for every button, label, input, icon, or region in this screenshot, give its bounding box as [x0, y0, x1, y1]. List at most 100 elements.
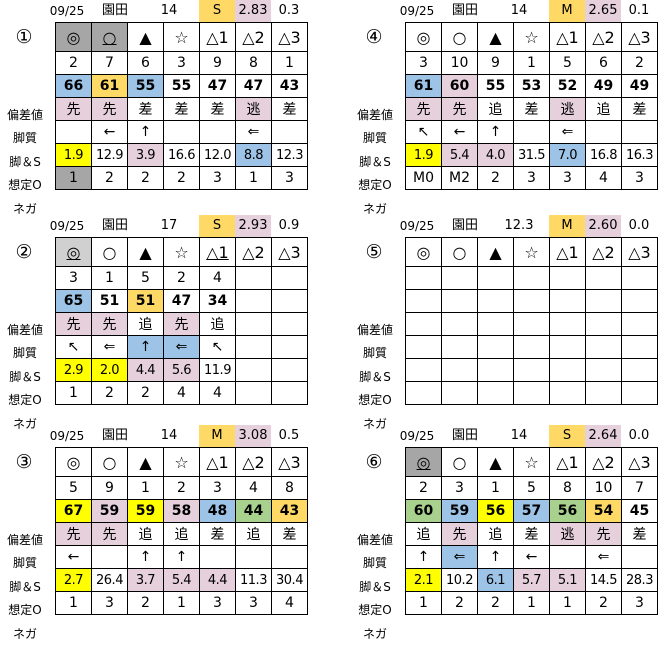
odds-cell	[622, 359, 658, 382]
arrows-cell: ↖	[406, 121, 442, 144]
arrows-cell	[622, 336, 658, 359]
dev-cell	[550, 290, 586, 313]
arrows-cell: ↑	[128, 121, 164, 144]
nums-cell	[406, 267, 442, 290]
style-row: 先先追差逃追差	[406, 98, 658, 121]
arrows-cell: ⇐	[92, 336, 128, 359]
marks-cell: △1	[550, 23, 586, 52]
odds-cell	[550, 359, 586, 382]
odds-cell	[406, 359, 442, 382]
dev-cell: 58	[164, 500, 200, 523]
nega-cell: 1	[164, 592, 200, 615]
row-label: 想定O	[0, 174, 50, 198]
row-label: 想定O	[350, 174, 400, 198]
nega-cell	[514, 382, 550, 405]
mark-4: △1	[206, 243, 228, 262]
marks-cell: ☆	[514, 238, 550, 267]
odds-cell: 28.3	[622, 569, 658, 592]
arrows-cell: ↑	[478, 121, 514, 144]
runner-count: 14	[139, 0, 199, 22]
marks-cell: ▲	[478, 238, 514, 267]
mark-3: ☆	[524, 453, 538, 472]
dev-cell: 49	[586, 75, 622, 98]
mark-3: ☆	[174, 453, 188, 472]
mark-6: △3	[278, 28, 300, 47]
arrows-cell	[56, 121, 92, 144]
row-label: 脚質	[0, 127, 50, 151]
marks-cell: △3	[622, 448, 658, 477]
dev-cell	[406, 290, 442, 313]
marks-row: ◎○▲☆△1△2△3	[406, 238, 658, 267]
marks-cell: △2	[236, 448, 272, 477]
style-cell: 追	[236, 523, 272, 546]
odds-cell: 1.9	[56, 144, 92, 167]
nega-cell: 2	[478, 592, 514, 615]
nums-cell: 9	[200, 52, 236, 75]
mark-6: △3	[278, 243, 300, 262]
arrows-cell	[514, 121, 550, 144]
style-row: 先先追追差追差	[56, 523, 308, 546]
nums-cell	[622, 267, 658, 290]
marks-cell: ○	[442, 238, 478, 267]
style-cell: 追	[164, 523, 200, 546]
row-label: ネガ	[350, 623, 400, 646]
mark-3: ☆	[524, 28, 538, 47]
odds-cell: 10.2	[442, 569, 478, 592]
odds-cell: 5.4	[442, 144, 478, 167]
marks-cell: ◎	[56, 238, 92, 267]
arrows-cell: ↑	[128, 546, 164, 569]
style-cell: 差	[200, 98, 236, 121]
nums-cell: 3	[164, 52, 200, 75]
mark-6: △3	[278, 453, 300, 472]
mark-6: △3	[628, 453, 650, 472]
style-cell: 追	[478, 523, 514, 546]
nega-cell: 1	[236, 167, 272, 190]
race-number: ④	[362, 26, 386, 48]
mark-2: ▲	[139, 453, 151, 472]
marks-cell: △1	[200, 23, 236, 52]
marks-cell: △1	[550, 238, 586, 267]
nega-cell	[236, 382, 272, 405]
track-diff: 0.5	[271, 425, 307, 447]
arrows-cell	[478, 336, 514, 359]
mark-5: △2	[242, 243, 264, 262]
dev-cell	[272, 290, 308, 313]
dev-cell: 56	[478, 500, 514, 523]
track-diff: 0.3	[271, 0, 307, 22]
arrows-cell	[236, 546, 272, 569]
style-cell: 追	[586, 98, 622, 121]
row-label: 想定O	[350, 389, 400, 413]
nums-cell: 5	[56, 477, 92, 500]
marks-cell: ○	[442, 23, 478, 52]
nums-cell: 1	[128, 477, 164, 500]
style-cell: 追	[200, 313, 236, 336]
runner-count: 14	[489, 0, 549, 22]
nums-cell: 1	[272, 52, 308, 75]
row-label: 偏差値	[0, 319, 50, 343]
arrows-cell	[550, 336, 586, 359]
arrows-cell: ↑	[406, 546, 442, 569]
arrows-row: ↖←↑⇐	[406, 121, 658, 144]
row-label: 偏差値	[350, 529, 400, 553]
marks-cell: ☆	[514, 23, 550, 52]
arrows-cell: ←	[92, 121, 128, 144]
odds-cell: 4.4	[128, 359, 164, 382]
mark-0: ◎	[67, 453, 81, 472]
style-row: 先先追先追	[56, 313, 308, 336]
mark-1: ○	[103, 28, 117, 47]
style-row: 追先追差逃先差	[406, 523, 658, 546]
marks-cell: ☆	[164, 448, 200, 477]
row-label-num	[350, 505, 400, 529]
marks-cell: ◎	[56, 448, 92, 477]
row-label: 脚＆S	[350, 576, 400, 600]
track-value: 3.08	[235, 425, 271, 447]
